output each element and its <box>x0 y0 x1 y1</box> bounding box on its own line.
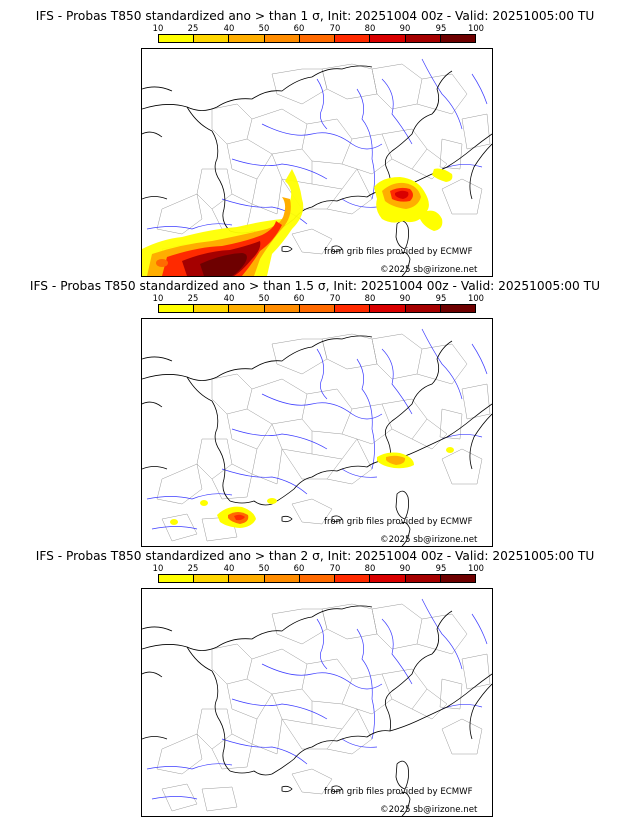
colorbar-swatch <box>264 305 300 312</box>
source-credit: from grib files provided by ECMWF <box>324 517 473 527</box>
colorbar-tick: 25 <box>187 293 199 303</box>
colorbar-tick: 40 <box>223 23 235 33</box>
colorbar-swatch <box>405 575 441 582</box>
colorbar-tick: 70 <box>329 293 341 303</box>
colorbar-tick: 80 <box>364 563 376 573</box>
panel-title: IFS - Probas T850 standardized ano > tha… <box>35 9 595 23</box>
colorbar-swatch <box>264 575 300 582</box>
colorbar-tick: 90 <box>399 293 411 303</box>
colorbar-swatch <box>229 305 265 312</box>
colorbar-tick: 40 <box>223 563 235 573</box>
colorbar-tick: 80 <box>364 23 376 33</box>
colorbar-swatch <box>335 35 371 42</box>
panel-title: IFS - Probas T850 standardized ano > tha… <box>29 279 601 293</box>
colorbar-swatch <box>194 35 230 42</box>
colorbar-tick: 10 <box>152 293 164 303</box>
colorbar-swatch <box>405 35 441 42</box>
colorbar-tick: 100 <box>468 563 484 573</box>
colorbar-swatch <box>335 305 371 312</box>
probability-area-biscay <box>142 169 304 276</box>
colorbar-tick: 25 <box>187 23 199 33</box>
probability-area-ligurian <box>377 447 454 469</box>
colorbar-tick: 90 <box>399 23 411 33</box>
colorbar-swatch <box>370 305 406 312</box>
copyright-credit: ©2025 sb@irizone.net <box>380 805 478 815</box>
colorbar-tick: 10 <box>152 563 164 573</box>
colorbar <box>158 304 476 313</box>
colorbar-tick: 80 <box>364 293 376 303</box>
map-canvas: from grib files provided by ECMWF ©2025 … <box>142 58 492 276</box>
colorbar <box>158 574 476 583</box>
map-panel-1: IFS - Probas T850 standardized ano > tha… <box>0 8 630 278</box>
colorbar-swatch <box>335 575 371 582</box>
colorbar-tick: 40 <box>223 293 235 303</box>
map-panel-2: IFS - Probas T850 standardized ano > tha… <box>0 278 630 548</box>
colorbar-tick: 50 <box>258 293 270 303</box>
colorbar-tick: 95 <box>435 23 447 33</box>
colorbar-tick: 60 <box>293 563 305 573</box>
colorbar-swatch <box>299 35 336 42</box>
colorbar-labels: 10 25 40 50 60 70 80 90 95 100 <box>153 293 484 305</box>
colorbar-tick: 50 <box>258 563 270 573</box>
colorbar-tick: 25 <box>187 563 199 573</box>
colorbar-labels: 10 25 40 50 60 70 80 90 95 100 <box>153 23 484 35</box>
colorbar-swatch <box>159 35 195 42</box>
colorbar-swatch <box>159 305 195 312</box>
colorbar-swatch <box>405 305 441 312</box>
colorbar-labels: 10 25 40 50 60 70 80 90 95 100 <box>153 563 484 575</box>
colorbar-tick: 50 <box>258 23 270 33</box>
probability-area-ligurian <box>374 168 453 231</box>
colorbar-swatch <box>299 305 336 312</box>
colorbar-swatch <box>370 575 406 582</box>
colorbar-swatch <box>194 305 230 312</box>
map-canvas: from grib files provided by ECMWF ©2025 … <box>142 328 492 546</box>
colorbar-swatch <box>194 575 230 582</box>
colorbar-tick: 60 <box>293 293 305 303</box>
colorbar-tick: 70 <box>329 563 341 573</box>
probability-area-sw-france <box>170 498 277 528</box>
colorbar-swatch <box>229 575 265 582</box>
source-credit: from grib files provided by ECMWF <box>324 787 473 797</box>
colorbar-swatch <box>440 575 475 582</box>
colorbar-tick: 10 <box>152 23 164 33</box>
copyright-credit: ©2025 sb@irizone.net <box>380 535 478 545</box>
probability-map: from grib files provided by ECMWF ©2025 … <box>141 588 493 817</box>
map-canvas: from grib files provided by ECMWF ©2025 … <box>142 598 492 816</box>
colorbar-swatch <box>370 35 406 42</box>
colorbar-swatch <box>299 575 336 582</box>
probability-map: from grib files provided by ECMWF ©2025 … <box>141 318 493 547</box>
probability-map: from grib files provided by ECMWF ©2025 … <box>141 48 493 277</box>
colorbar-tick: 90 <box>399 563 411 573</box>
colorbar-tick: 60 <box>293 23 305 33</box>
copyright-credit: ©2025 sb@irizone.net <box>380 265 478 275</box>
colorbar-swatch <box>159 575 195 582</box>
colorbar-swatch <box>264 35 300 42</box>
colorbar-swatch <box>229 35 265 42</box>
colorbar <box>158 34 476 43</box>
colorbar-swatch <box>440 35 475 42</box>
colorbar-tick: 100 <box>468 293 484 303</box>
colorbar-tick: 100 <box>468 23 484 33</box>
source-credit: from grib files provided by ECMWF <box>324 247 473 257</box>
colorbar-tick: 95 <box>435 293 447 303</box>
colorbar-tick: 70 <box>329 23 341 33</box>
map-panel-3: IFS - Probas T850 standardized ano > tha… <box>0 548 630 818</box>
panel-title: IFS - Probas T850 standardized ano > tha… <box>35 549 595 563</box>
colorbar-tick: 95 <box>435 563 447 573</box>
colorbar-swatch <box>440 305 475 312</box>
